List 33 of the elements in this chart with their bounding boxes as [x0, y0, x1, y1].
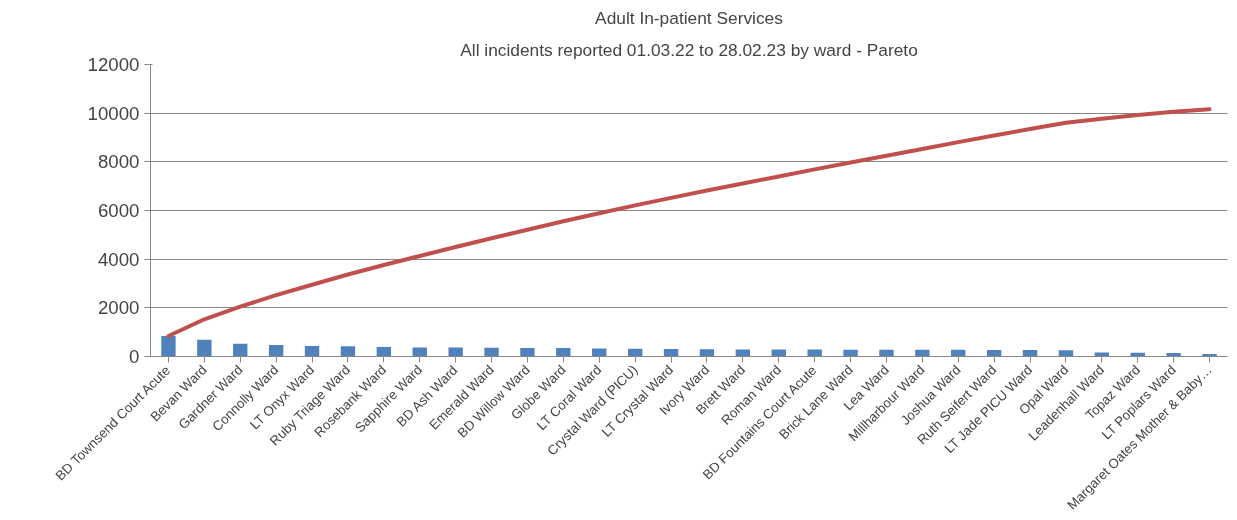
- bar: [340, 346, 356, 357]
- y-tick-label: 12000: [87, 54, 140, 75]
- y-tick-label: 6000: [98, 200, 140, 221]
- bar: [448, 347, 463, 357]
- bar: [412, 347, 427, 357]
- bar: [520, 347, 535, 357]
- bar: [556, 347, 571, 357]
- bar: [304, 346, 320, 357]
- bar: [879, 349, 894, 357]
- y-tick-label: 0: [129, 346, 140, 367]
- bar: [161, 336, 176, 357]
- line-series: [166, 107, 1212, 339]
- bar: [771, 349, 786, 357]
- bar: [699, 349, 715, 357]
- bar: [1058, 350, 1074, 357]
- bar: [807, 349, 822, 357]
- bar: [843, 349, 858, 357]
- y-tick-label: 8000: [98, 151, 140, 173]
- bar: [376, 347, 392, 357]
- bar: [592, 348, 607, 357]
- bar: [1166, 353, 1181, 357]
- bar: [735, 349, 751, 357]
- y-tick-label: 4000: [98, 248, 140, 270]
- chart-subtitle: All incidents reported 01.03.22 to 28.02.23 by ward - Pareto: [460, 39, 918, 60]
- bar: [268, 345, 284, 357]
- bar: [915, 349, 930, 357]
- bar: [197, 339, 212, 357]
- y-tick-label: 2000: [98, 297, 140, 319]
- bar: [484, 347, 499, 357]
- bar: [233, 343, 248, 357]
- chart-title: Adult In-patient Services: [595, 7, 784, 28]
- y-tick-label: 10000: [87, 102, 140, 124]
- bar: [663, 348, 679, 357]
